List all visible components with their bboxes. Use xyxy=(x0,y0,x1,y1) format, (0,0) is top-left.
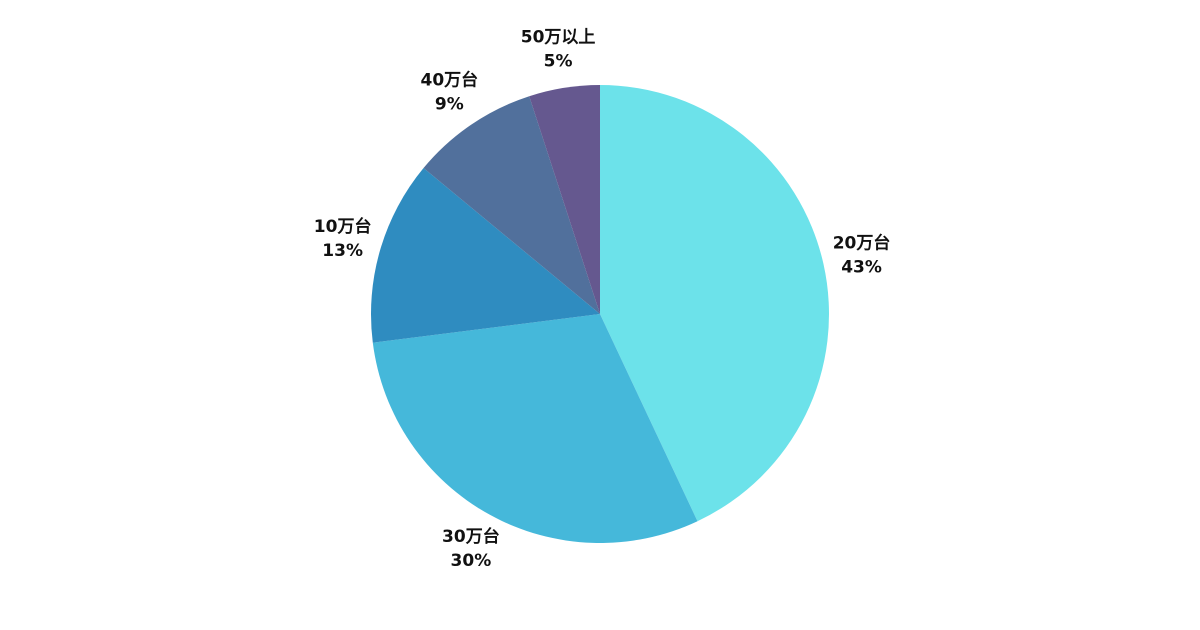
pie-slice xyxy=(529,85,600,314)
pie-slice xyxy=(371,168,600,343)
slice-value-label: 9% xyxy=(435,94,464,114)
slice-value-label: 43% xyxy=(841,258,882,278)
slice-value-label: 5% xyxy=(544,51,573,71)
slice-label: 50万以上 xyxy=(521,27,596,47)
pie-slice xyxy=(600,85,829,522)
slice-label: 30万台 xyxy=(442,526,500,547)
slice-label: 10万台 xyxy=(314,216,372,237)
slice-label: 20万台 xyxy=(833,233,891,254)
slice-value-label: 13% xyxy=(322,241,363,261)
slice-value-label: 30% xyxy=(451,551,492,571)
slice-label: 40万台 xyxy=(421,69,479,90)
pie-slice xyxy=(423,96,600,314)
pie-slice xyxy=(372,314,698,543)
